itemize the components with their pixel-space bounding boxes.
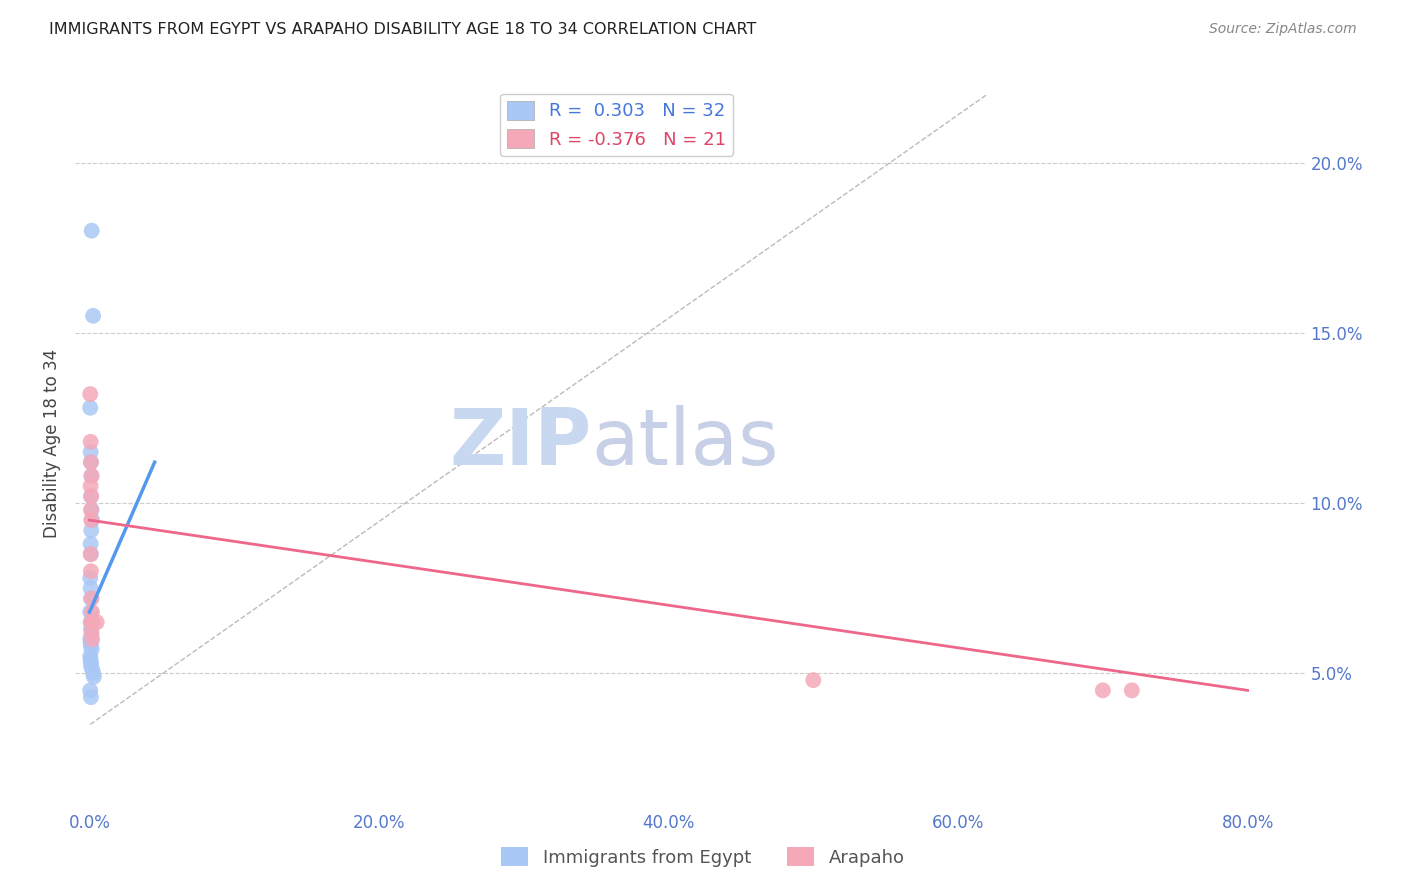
Text: IMMIGRANTS FROM EGYPT VS ARAPAHO DISABILITY AGE 18 TO 34 CORRELATION CHART: IMMIGRANTS FROM EGYPT VS ARAPAHO DISABIL… bbox=[49, 22, 756, 37]
Point bbox=[80, 455, 103, 469]
Point bbox=[80, 615, 103, 630]
Point bbox=[79, 683, 101, 698]
Legend: Immigrants from Egypt, Arapaho: Immigrants from Egypt, Arapaho bbox=[494, 840, 912, 874]
Point bbox=[79, 649, 101, 664]
Point bbox=[79, 571, 101, 585]
Point bbox=[80, 489, 103, 503]
Point bbox=[80, 513, 103, 527]
Point bbox=[80, 547, 103, 561]
Point bbox=[80, 629, 103, 643]
Point bbox=[80, 503, 103, 517]
Point bbox=[80, 656, 103, 670]
Point bbox=[83, 670, 105, 684]
Point bbox=[80, 524, 103, 538]
Legend: R =  0.303   N = 32, R = -0.376   N = 21: R = 0.303 N = 32, R = -0.376 N = 21 bbox=[501, 94, 733, 156]
Point bbox=[80, 591, 103, 606]
Point bbox=[80, 513, 103, 527]
Point bbox=[80, 632, 103, 647]
Point bbox=[79, 445, 101, 459]
Point bbox=[79, 615, 101, 630]
Text: atlas: atlas bbox=[592, 406, 779, 482]
Point bbox=[79, 387, 101, 401]
Point bbox=[79, 653, 101, 667]
Point bbox=[80, 224, 103, 238]
Point bbox=[80, 625, 103, 640]
Point bbox=[79, 434, 101, 449]
Point bbox=[80, 489, 103, 503]
Point bbox=[79, 632, 101, 647]
Point bbox=[80, 591, 103, 606]
Point bbox=[79, 537, 101, 551]
Point bbox=[79, 605, 101, 619]
Point bbox=[80, 468, 103, 483]
Point bbox=[82, 666, 104, 681]
Point bbox=[80, 690, 103, 705]
Point bbox=[80, 659, 103, 673]
Point bbox=[1091, 683, 1114, 698]
Point bbox=[79, 479, 101, 493]
Point bbox=[801, 673, 824, 687]
Point bbox=[80, 503, 103, 517]
Point bbox=[79, 636, 101, 650]
Point bbox=[80, 564, 103, 578]
Point bbox=[80, 639, 103, 653]
Point bbox=[82, 663, 104, 677]
Point bbox=[80, 622, 103, 636]
Point bbox=[1121, 683, 1143, 698]
Point bbox=[79, 547, 101, 561]
Point bbox=[82, 615, 104, 630]
Point bbox=[86, 615, 108, 630]
Text: Source: ZipAtlas.com: Source: ZipAtlas.com bbox=[1209, 22, 1357, 37]
Text: ZIP: ZIP bbox=[450, 406, 592, 482]
Point bbox=[82, 309, 104, 323]
Y-axis label: Disability Age 18 to 34: Disability Age 18 to 34 bbox=[44, 349, 60, 538]
Point bbox=[80, 605, 103, 619]
Point bbox=[79, 401, 101, 415]
Point bbox=[80, 468, 103, 483]
Point bbox=[80, 642, 103, 657]
Point bbox=[80, 455, 103, 469]
Point bbox=[79, 581, 101, 595]
